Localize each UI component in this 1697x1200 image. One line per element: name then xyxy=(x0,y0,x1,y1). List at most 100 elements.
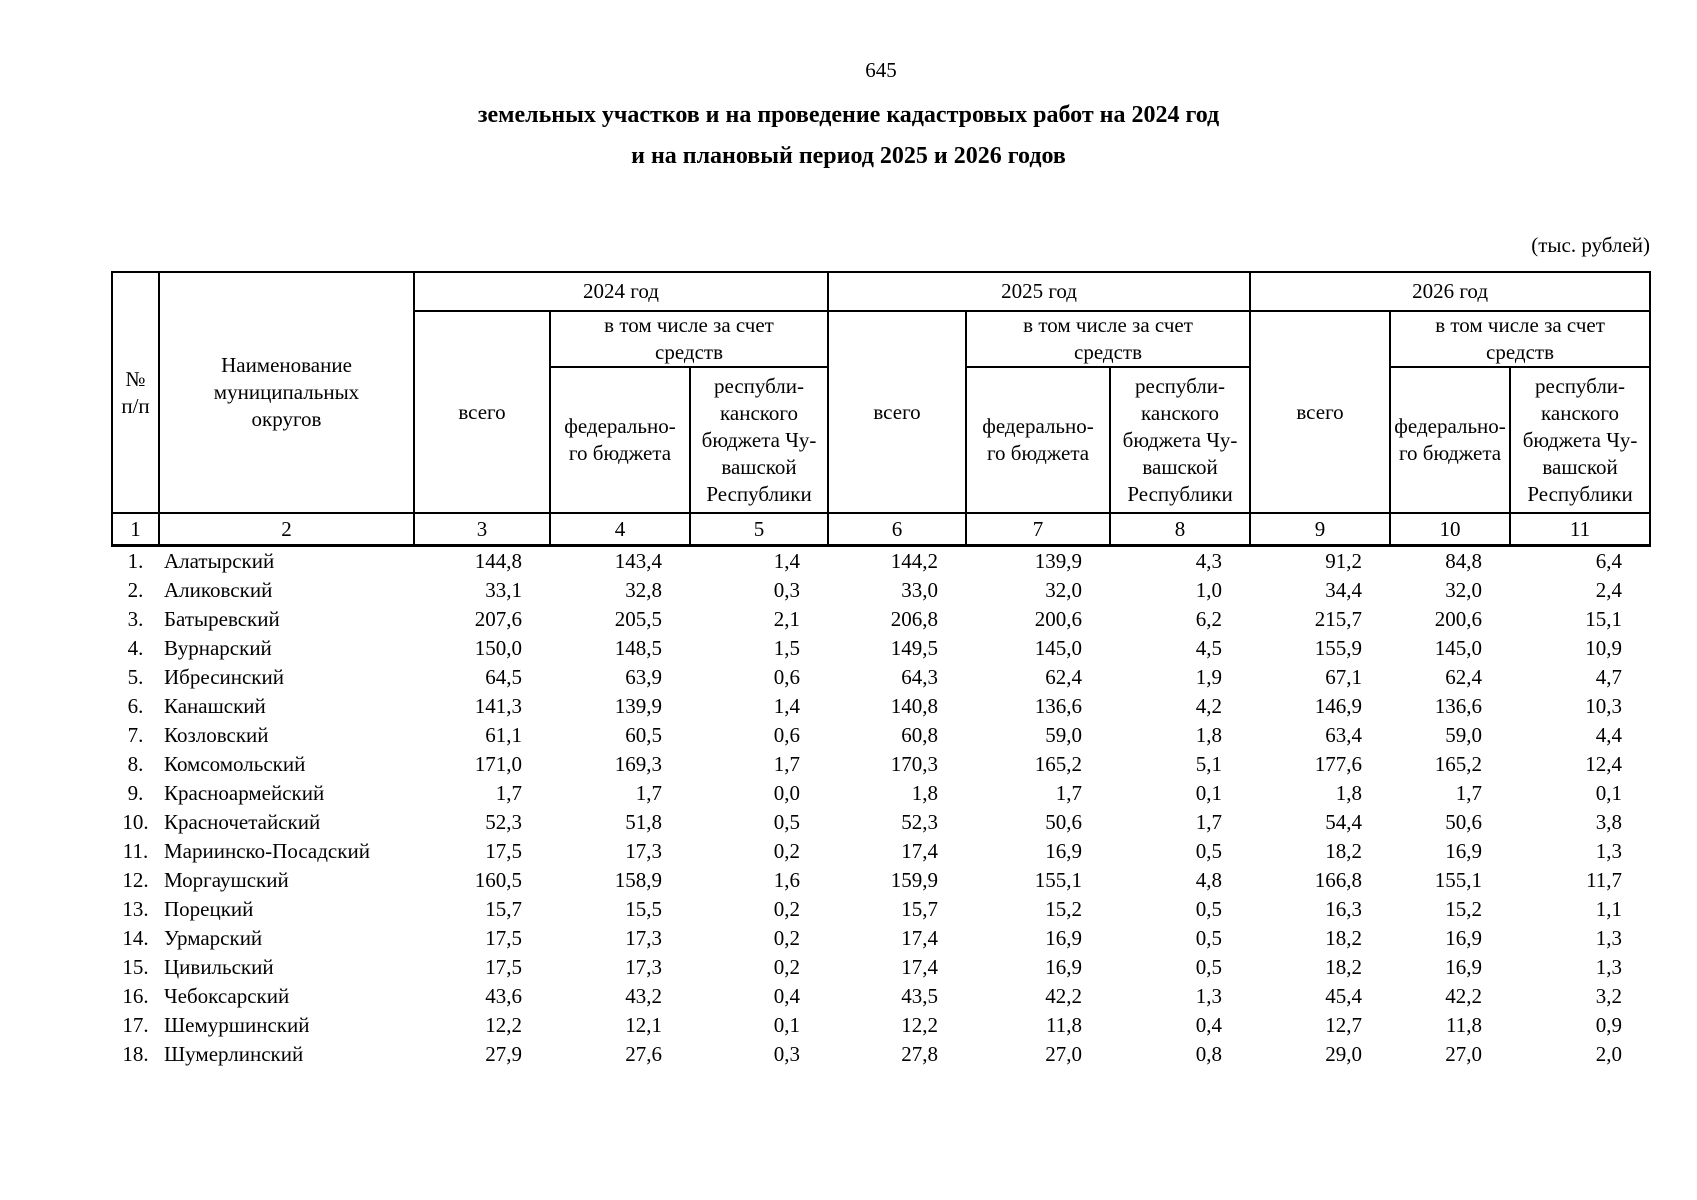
value-2026-total: 29,0 xyxy=(1325,1042,1363,1066)
column-number: 2 xyxy=(158,512,415,547)
table-row: 6. Канашский 141,3 139,9 1,4 140,8 136,6… xyxy=(112,692,1650,721)
column-number: 11 xyxy=(1509,512,1652,547)
header-republican-2024: республи- канского бюджета Чу- вашской Р… xyxy=(688,366,830,514)
row-number: 8. xyxy=(127,752,144,776)
value-2026-republican: 1,1 xyxy=(1595,897,1623,921)
value-2026-federal: 50,6 xyxy=(1445,810,1483,834)
value-2026-republican: 10,9 xyxy=(1585,636,1623,660)
value-2024-federal: 63,9 xyxy=(625,665,662,689)
value-2026-total: 16,3 xyxy=(1325,897,1363,921)
value-2024-federal: 15,5 xyxy=(625,897,662,921)
municipality-name: Мариинско-Посадский xyxy=(164,839,370,863)
value-2025-federal: 16,9 xyxy=(1045,839,1083,863)
value-2025-republican: 0,8 xyxy=(1195,1042,1223,1066)
value-2025-federal: 155,1 xyxy=(1034,868,1083,892)
municipality-name: Шумерлинский xyxy=(164,1042,304,1066)
header-including-2026: в том числе за счет средств xyxy=(1389,310,1652,368)
municipality-name: Шемуршинский xyxy=(164,1013,310,1037)
value-2024-republican: 1,4 xyxy=(773,694,801,718)
value-2026-federal: 16,9 xyxy=(1445,839,1483,863)
value-2024-total: 150,0 xyxy=(474,636,522,660)
value-2024-republican: 1,7 xyxy=(773,752,801,776)
value-2024-federal: 139,9 xyxy=(614,694,662,718)
value-2024-federal: 17,3 xyxy=(625,955,662,979)
value-2026-republican: 3,8 xyxy=(1595,810,1623,834)
page-number: 645 xyxy=(865,58,897,82)
value-2026-federal: 200,6 xyxy=(1434,607,1483,631)
municipality-name: Комсомольский xyxy=(164,752,306,776)
value-2024-republican: 0,2 xyxy=(773,926,801,950)
column-number: 6 xyxy=(827,512,968,547)
value-2026-republican: 4,4 xyxy=(1595,723,1623,747)
value-2025-total: 17,4 xyxy=(901,926,939,950)
municipality-name: Козловский xyxy=(164,723,269,747)
value-2024-total: 171,0 xyxy=(474,752,522,776)
value-2025-total: 64,3 xyxy=(901,665,939,689)
value-2025-federal: 15,2 xyxy=(1045,897,1083,921)
row-number: 6. xyxy=(127,694,144,718)
value-2024-total: 52,3 xyxy=(485,810,522,834)
value-2026-federal: 59,0 xyxy=(1445,723,1483,747)
value-2024-federal: 43,2 xyxy=(625,984,662,1008)
header-year-2024: 2024 год xyxy=(412,271,830,312)
value-2026-federal: 16,9 xyxy=(1445,955,1483,979)
value-2026-republican: 2,4 xyxy=(1595,578,1623,602)
table-row: 18. Шумерлинский 27,9 27,6 0,3 27,8 27,0… xyxy=(112,1040,1650,1069)
value-2025-federal: 62,4 xyxy=(1045,665,1083,689)
value-2025-total: 149,5 xyxy=(890,636,939,660)
value-2026-total: 67,1 xyxy=(1325,665,1363,689)
municipality-name: Вурнарский xyxy=(164,636,272,660)
value-2026-federal: 11,8 xyxy=(1446,1013,1483,1037)
column-number: 5 xyxy=(688,512,830,547)
value-2026-total: 18,2 xyxy=(1325,839,1363,863)
municipality-name: Канашский xyxy=(164,694,266,718)
value-2024-federal: 17,3 xyxy=(625,926,662,950)
value-2026-republican: 10,3 xyxy=(1585,694,1623,718)
header-federal-2025: федерально- го бюджета xyxy=(965,366,1112,514)
row-number: 2. xyxy=(127,578,144,602)
value-2025-federal: 145,0 xyxy=(1034,636,1083,660)
value-2025-federal: 50,6 xyxy=(1045,810,1083,834)
row-number: 15. xyxy=(122,955,149,979)
table-row: 2. Аликовский 33,1 32,8 0,3 33,0 32,0 1,… xyxy=(112,576,1650,605)
row-number: 10. xyxy=(122,810,149,834)
value-2026-republican: 0,9 xyxy=(1595,1013,1623,1037)
value-2024-republican: 0,2 xyxy=(773,955,801,979)
municipality-name: Красночетайский xyxy=(164,810,321,834)
value-2025-federal: 139,9 xyxy=(1034,549,1083,573)
value-2026-total: 45,4 xyxy=(1325,984,1363,1008)
value-2026-republican: 15,1 xyxy=(1585,607,1623,631)
value-2025-total: 52,3 xyxy=(901,810,939,834)
value-2026-republican: 4,7 xyxy=(1595,665,1623,689)
value-2025-republican: 4,8 xyxy=(1195,868,1223,892)
value-2024-total: 17,5 xyxy=(485,839,522,863)
value-2026-federal: 165,2 xyxy=(1434,752,1483,776)
value-2025-republican: 0,5 xyxy=(1195,839,1223,863)
value-2026-total: 91,2 xyxy=(1325,549,1363,573)
value-2025-total: 144,2 xyxy=(890,549,939,573)
municipality-name: Цивильский xyxy=(164,955,274,979)
column-number: 9 xyxy=(1249,512,1392,547)
value-2024-republican: 0,0 xyxy=(773,781,801,805)
table-row: 10. Красночетайский 52,3 51,8 0,5 52,3 5… xyxy=(112,808,1650,837)
header-republican-2025: республи- канского бюджета Чу- вашской Р… xyxy=(1109,366,1252,514)
header-federal-2024: федерально- го бюджета xyxy=(549,366,691,514)
value-2025-total: 140,8 xyxy=(890,694,939,718)
value-2026-federal: 136,6 xyxy=(1434,694,1483,718)
value-2025-republican: 1,3 xyxy=(1195,984,1223,1008)
value-2026-republican: 1,3 xyxy=(1595,955,1623,979)
document-title-line1: земельных участков и на проведение кадас… xyxy=(477,102,1220,128)
row-number: 12. xyxy=(122,868,149,892)
value-2024-republican: 1,5 xyxy=(773,636,801,660)
header-npp: № п/п xyxy=(111,271,160,514)
header-including-2024: в том числе за счет средств xyxy=(548,310,830,368)
value-2024-federal: 60,5 xyxy=(625,723,662,747)
value-2025-total: 17,4 xyxy=(901,955,939,979)
header-republican-2026: республи- канского бюджета Чу- вашской Р… xyxy=(1509,366,1652,514)
value-2025-republican: 4,3 xyxy=(1195,549,1223,573)
value-2026-total: 18,2 xyxy=(1325,926,1363,950)
value-2025-total: 33,0 xyxy=(901,578,939,602)
row-number: 13. xyxy=(122,897,149,921)
value-2025-republican: 4,2 xyxy=(1195,694,1223,718)
value-2024-republican: 1,6 xyxy=(773,868,801,892)
